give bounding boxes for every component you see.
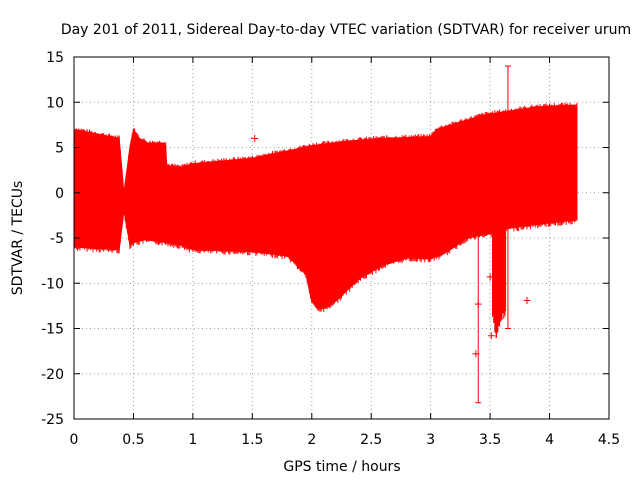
- y-tick-label: 10: [46, 95, 64, 111]
- x-tick-label: 3.5: [479, 432, 501, 448]
- x-tick-label: 4.5: [598, 432, 620, 448]
- x-tick-label: 4: [545, 432, 554, 448]
- y-tick-label: 0: [55, 186, 64, 202]
- y-tick-label: -25: [41, 412, 64, 428]
- x-tick-label: 1: [188, 432, 197, 448]
- x-tick-label: 2: [307, 432, 316, 448]
- y-tick-label: 5: [55, 141, 64, 157]
- chart-title: Day 201 of 2011, Sidereal Day-to-day VTE…: [61, 22, 631, 38]
- sdtvar-error-bars: [73, 102, 578, 312]
- data-point: [487, 332, 495, 340]
- data-point: [486, 273, 494, 281]
- data-point: [523, 296, 531, 304]
- tick-labels: 0 0.5 1 1.5 2 2.5 3 3.5 4 4.5 -25 -20 -15 -10 -5 0 5 10 15: [41, 50, 620, 448]
- x-tick-label: 3: [426, 432, 435, 448]
- axis-ticks: [73, 56, 610, 420]
- x-tick-label: 0.5: [122, 432, 144, 448]
- data-point: [474, 300, 482, 308]
- y-tick-label: -10: [41, 276, 64, 292]
- y-tick-label: -15: [41, 322, 64, 338]
- y-axis-label: SDTVAR / TECUs: [10, 181, 26, 296]
- data-point: [251, 134, 259, 142]
- data-point: [472, 350, 480, 358]
- data-layer: [73, 65, 578, 404]
- x-tick-label: 0: [70, 432, 79, 448]
- x-tick-label: 2.5: [360, 432, 382, 448]
- x-tick-label: 1.5: [241, 432, 263, 448]
- y-tick-label: -20: [41, 367, 64, 383]
- x-axis-label: GPS time / hours: [283, 459, 400, 475]
- y-tick-label: -5: [50, 231, 64, 247]
- y-tick-label: 15: [46, 50, 64, 66]
